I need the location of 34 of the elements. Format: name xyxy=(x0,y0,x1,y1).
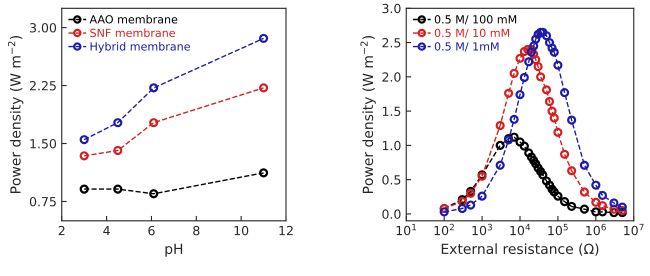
legend-label: 0.5 M/ 1mM xyxy=(434,42,498,52)
x-tick-label: 10 xyxy=(234,226,248,236)
y-tick-label: 0.75 xyxy=(30,196,56,206)
x-tick-label: 10$^{5}$ xyxy=(548,224,568,236)
x-tick-label: 10$^{6}$ xyxy=(586,224,606,236)
x-tick-label: 10$^{2}$ xyxy=(434,224,454,236)
legend-label: 0.5 M/ 100 mM xyxy=(434,15,516,24)
y-tick-label: 1.0 xyxy=(382,140,401,150)
x-tick-label: 10$^{1}$ xyxy=(396,224,416,236)
legend-label: Hybrid membrane xyxy=(90,42,190,53)
y-tick-label: 2.25 xyxy=(30,81,56,90)
y-tick-label: 3.00 xyxy=(30,23,56,33)
x-axis-title: pH xyxy=(166,244,182,257)
x-tick-label: 12 xyxy=(279,226,293,236)
y-tick-label: 0.5 xyxy=(382,175,400,185)
legend-label: AAO membrane xyxy=(90,14,178,24)
y-tick-label: 0.0 xyxy=(382,209,401,219)
x-tick-label: 6 xyxy=(148,226,155,236)
legend-label: 0.5 M/ 10 mM xyxy=(434,28,510,38)
y-axis-title: Power density (W m$^{−2}$) xyxy=(360,36,376,194)
x-tick-label: 10$^{3}$ xyxy=(472,224,492,236)
x-axis-title: External resistance (Ω) xyxy=(442,243,598,256)
y-tick-label: 2.5 xyxy=(382,38,400,48)
x-tick-label: 8 xyxy=(193,226,200,236)
x-tick-label: 10$^{7}$ xyxy=(624,224,644,236)
x-tick-label: 10$^{4}$ xyxy=(510,224,530,236)
legend-label: SNF membrane xyxy=(90,28,176,38)
x-tick-label: 2 xyxy=(58,226,64,236)
y-tick-label: 3.0 xyxy=(382,4,401,14)
y-tick-label: 2.0 xyxy=(382,72,401,82)
y-tick-label: 1.50 xyxy=(30,138,56,148)
y-tick-label: 1.5 xyxy=(382,106,400,116)
y-axis-title: Power density (W m$^{−2}$) xyxy=(8,36,24,194)
x-tick-label: 4 xyxy=(103,226,110,236)
